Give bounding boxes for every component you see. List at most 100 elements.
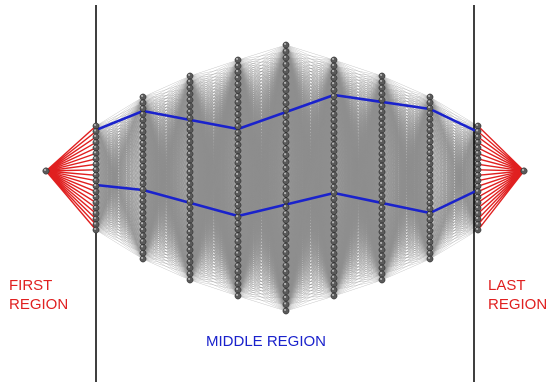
network-edge xyxy=(95,201,144,220)
network-edge xyxy=(95,96,144,127)
network-edge xyxy=(95,154,144,176)
network-edge xyxy=(95,172,144,192)
network-edge xyxy=(95,201,144,231)
network-edge xyxy=(95,224,144,242)
network-edge xyxy=(95,96,144,181)
network-edge xyxy=(142,75,191,98)
network-edge xyxy=(95,108,144,127)
network-edge xyxy=(95,172,144,187)
network-edge xyxy=(142,75,191,127)
network-edge xyxy=(95,224,144,254)
network-edge xyxy=(95,154,144,170)
network-edge xyxy=(95,96,144,170)
network-edge xyxy=(95,148,144,154)
network-edge xyxy=(95,137,144,149)
network-edge xyxy=(95,148,144,170)
network-edge xyxy=(95,195,144,231)
network-edge xyxy=(95,137,144,159)
network-edge xyxy=(237,44,287,61)
network-edge xyxy=(95,147,144,161)
network-edge xyxy=(95,224,144,231)
network-edge xyxy=(142,75,191,144)
network-edge xyxy=(95,148,144,159)
network-edge xyxy=(95,96,144,220)
network-edge xyxy=(95,224,144,231)
network-edge xyxy=(95,102,144,231)
network-edge xyxy=(95,183,144,231)
network-edge xyxy=(95,114,144,231)
network-edge xyxy=(95,143,144,149)
network-edge xyxy=(95,229,144,242)
network-edge xyxy=(95,218,144,231)
network-edge xyxy=(95,166,144,176)
network-edge xyxy=(95,153,144,167)
network-edge xyxy=(95,160,144,181)
network-edge xyxy=(95,96,144,154)
network-edge xyxy=(95,195,144,220)
network-edge xyxy=(95,164,144,173)
network-edge xyxy=(142,75,191,184)
network-edge xyxy=(95,172,144,181)
network-edge xyxy=(142,75,191,213)
network-edge xyxy=(142,75,191,167)
network-edge xyxy=(95,172,144,176)
network-edge xyxy=(95,154,144,231)
network-edge xyxy=(95,218,144,248)
network-edge xyxy=(95,96,144,231)
network-edge xyxy=(95,218,144,220)
network-edge xyxy=(95,153,144,155)
network-edge xyxy=(95,96,144,148)
network-edge xyxy=(142,75,191,190)
network-edge xyxy=(95,164,144,167)
network-edge xyxy=(95,102,144,127)
network-edge xyxy=(95,166,144,170)
network-edge xyxy=(95,224,144,236)
network-edge xyxy=(95,154,144,159)
network-edge xyxy=(142,75,191,103)
network-edge xyxy=(95,218,144,254)
network-edge xyxy=(95,229,144,254)
network-edge xyxy=(95,218,144,231)
network-edge xyxy=(95,229,144,260)
network-edge xyxy=(95,96,144,225)
network-edge xyxy=(95,147,144,173)
network-edge xyxy=(95,229,144,236)
network-edge xyxy=(95,206,144,225)
network-edge xyxy=(95,143,144,159)
network-edge xyxy=(95,160,144,176)
network-edge xyxy=(237,295,287,312)
network-edge xyxy=(95,218,144,225)
network-edge xyxy=(95,201,144,225)
network-edge xyxy=(142,75,191,202)
network-edge xyxy=(95,218,144,242)
network-edge xyxy=(95,120,144,231)
network-edge xyxy=(95,160,144,231)
network-edge xyxy=(142,75,191,161)
network-edge xyxy=(95,218,144,225)
network-edge xyxy=(142,75,191,196)
network-edge xyxy=(142,75,191,138)
network-edge xyxy=(95,137,144,231)
network-edge xyxy=(95,212,144,220)
network-edge xyxy=(95,212,144,225)
network-edge xyxy=(95,96,144,159)
network-edge xyxy=(95,108,144,231)
network-edge xyxy=(95,143,144,165)
network-edge xyxy=(142,75,191,219)
network-edge xyxy=(95,218,144,236)
network-edge xyxy=(95,96,144,214)
network-edge xyxy=(142,75,191,109)
network-edge xyxy=(95,172,144,231)
network-edge xyxy=(95,149,144,231)
network-edge xyxy=(95,206,144,231)
network-edge xyxy=(95,96,144,165)
network-edge xyxy=(95,154,144,165)
network-edge xyxy=(95,125,144,231)
network-edge xyxy=(142,75,191,207)
network-edge xyxy=(95,166,144,181)
network-edge xyxy=(95,143,144,154)
network-edge xyxy=(142,75,191,132)
network-edge xyxy=(95,224,144,260)
network-edge xyxy=(142,75,191,115)
network-edge xyxy=(95,158,144,173)
